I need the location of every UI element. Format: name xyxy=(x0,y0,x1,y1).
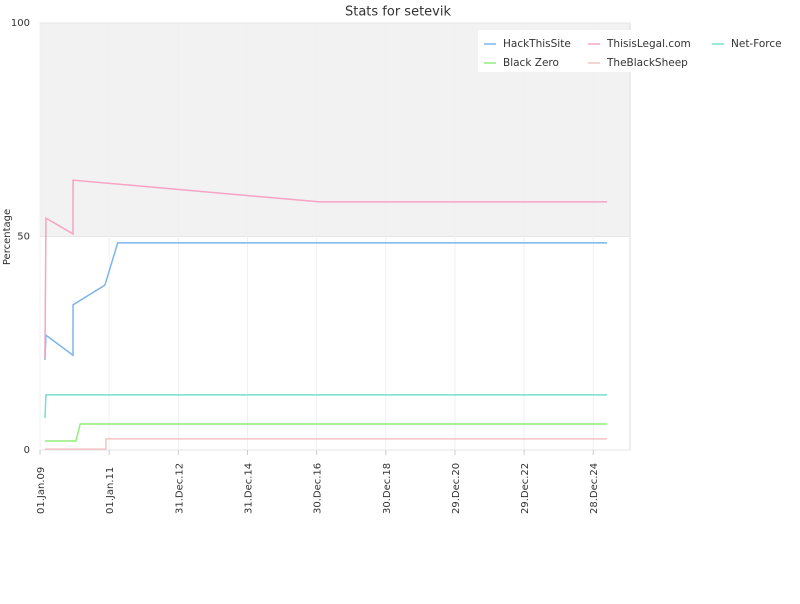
legend-label: HackThisSite xyxy=(503,38,571,50)
y-axis-label: Percentage xyxy=(2,209,13,265)
x-tick-label: 29.Dec.20 xyxy=(451,463,462,514)
series-line xyxy=(44,394,607,419)
x-tick-label: 31.Dec.14 xyxy=(243,463,254,514)
series-line xyxy=(44,438,607,450)
legend-label: Net-Force xyxy=(731,38,782,50)
series-line xyxy=(44,242,607,360)
chart-title: Stats for setevik xyxy=(345,5,451,20)
legend-label: TheBlackSheep xyxy=(606,57,688,69)
x-tick-label: 01.Jan.09 xyxy=(36,467,47,514)
x-tick-label: 30.Dec.18 xyxy=(382,463,393,514)
y-tick-label: 100 xyxy=(11,18,30,29)
series-line xyxy=(44,179,607,359)
x-tick-label: 29.Dec.22 xyxy=(520,463,531,514)
x-tick-label: 30.Dec.16 xyxy=(313,463,324,514)
legend: HackThisSite ThisisLegal.com Net-Force Blac… xyxy=(478,30,800,72)
x-tick-label: 28.Dec.24 xyxy=(589,463,600,514)
legend-box xyxy=(478,30,800,72)
series-line xyxy=(44,423,607,442)
x-tick-label: 31.Dec.12 xyxy=(174,463,185,514)
y-tick-label: 0 xyxy=(24,445,30,456)
x-tick-label: 01.Jan.11 xyxy=(105,467,116,514)
y-tick-label: 50 xyxy=(17,232,30,243)
legend-label: ThisisLegal.com xyxy=(606,38,691,50)
legend-label: Black Zero xyxy=(503,57,559,69)
